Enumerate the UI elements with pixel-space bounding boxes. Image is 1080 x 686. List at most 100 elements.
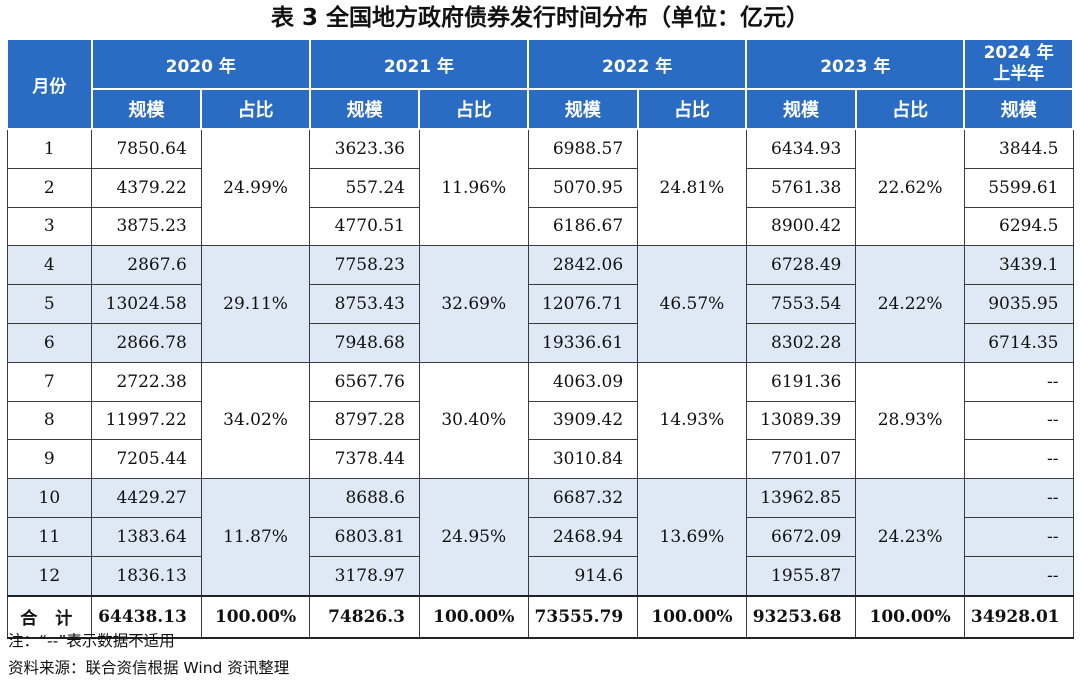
scale-2024-cell: 6714.35 <box>963 322 1074 363</box>
scale-2023-cell: 13962.85 <box>745 478 857 518</box>
table-row: 5 13024.58 8753.43 12076.71 7553.54 9035.95 <box>6 284 1074 324</box>
total-2020: 64438.13 <box>91 594 202 639</box>
table-row: 6 2866.78 7948.68 19336.61 8302.28 6714.35 <box>6 322 1074 363</box>
header-2024-line2: 上半年 <box>993 64 1045 84</box>
scale-2022-cell: 6687.32 <box>527 478 639 518</box>
scale-2023-cell: 6434.93 <box>745 128 857 169</box>
scale-2020-cell: 4379.22 <box>91 167 202 208</box>
scale-2024-cell: -- <box>963 478 1074 518</box>
header-year-2021: 2021 年 <box>308 38 530 90</box>
share-2021-cell: 32.69% <box>418 245 529 363</box>
scale-2021-cell: 8753.43 <box>309 284 420 324</box>
month-cell: 1 <box>6 128 93 169</box>
scale-2021-cell: 557.24 <box>309 167 420 208</box>
scale-2023-cell: 8900.42 <box>745 206 857 247</box>
month-cell: 8 <box>6 400 93 441</box>
scale-2024-cell: -- <box>963 516 1074 557</box>
header-scale: 规模 <box>963 88 1074 130</box>
month-cell: 4 <box>6 245 93 286</box>
scale-2021-cell: 3623.36 <box>309 128 420 169</box>
scale-2022-cell: 2468.94 <box>527 516 639 557</box>
share-2022-cell: 24.81% <box>637 128 747 247</box>
scale-2023-cell: 6191.36 <box>745 361 857 402</box>
scale-2024-cell: 3439.1 <box>963 245 1074 286</box>
scale-2022-cell: 2842.06 <box>527 245 639 286</box>
scale-2022-cell: 5070.95 <box>527 167 639 208</box>
scale-2022-cell: 3010.84 <box>527 439 639 480</box>
scale-2023-cell: 5761.38 <box>745 167 857 208</box>
scale-2020-cell: 7850.64 <box>91 128 202 169</box>
header-share: 占比 <box>854 88 966 130</box>
scale-2020-cell: 1383.64 <box>91 516 202 557</box>
scale-2020-cell: 11997.22 <box>91 400 202 441</box>
month-cell: 10 <box>6 478 93 518</box>
scale-2022-cell: 6186.67 <box>527 206 639 247</box>
table-row: 7 2722.38 34.02% 6567.76 30.40% 4063.09 14.93%… <box>6 361 1074 480</box>
header-scale: 规模 <box>90 88 203 130</box>
header-share: 占比 <box>636 88 748 130</box>
total-2024: 34928.01 <box>963 594 1074 639</box>
month-cell: 7 <box>6 361 93 402</box>
month-cell: 5 <box>6 284 93 324</box>
table-row: 4 2867.6 29.11% 7758.23 32.69% 2842.06 46.57% 6… <box>6 245 1074 363</box>
share-2020-cell: 29.11% <box>200 245 311 363</box>
total-share-2022: 100.00% <box>637 594 747 639</box>
table-row: 3 3875.23 4770.51 6186.67 8900.42 6294.5 <box>6 206 1074 247</box>
note-text: 注：“--”表示数据不适用 <box>8 632 175 650</box>
header-year-2020: 2020 年 <box>90 38 311 90</box>
header-year-2022: 2022 年 <box>527 38 748 90</box>
month-cell: 11 <box>6 516 93 557</box>
share-2022-cell: 46.57% <box>637 245 747 363</box>
total-2021: 74826.3 <box>309 594 420 639</box>
total-row: 合 计 64438.13 100.00% 74826.3 100.00% 735… <box>6 594 1074 639</box>
month-cell: 6 <box>6 322 93 363</box>
scale-2020-cell: 13024.58 <box>91 284 202 324</box>
month-cell: 3 <box>6 206 93 247</box>
month-cell: 12 <box>6 555 93 597</box>
month-cell: 2 <box>6 167 93 208</box>
share-2022-cell: 14.93% <box>637 361 747 480</box>
scale-2024-cell: -- <box>963 555 1074 597</box>
table-row: 12 1836.13 3178.97 914.6 1955.87 -- <box>6 555 1074 597</box>
scale-2024-cell: -- <box>963 400 1074 441</box>
share-2021-cell: 24.95% <box>418 478 529 597</box>
total-label: 合 计 <box>6 594 93 639</box>
table-row: 11 1383.64 6803.81 2468.94 6672.09 -- <box>6 516 1074 557</box>
scale-2021-cell: 4770.51 <box>309 206 420 247</box>
total-share-2023: 100.00% <box>855 594 965 639</box>
share-2023-cell: 22.62% <box>855 128 965 247</box>
scale-2024-cell: -- <box>963 361 1074 402</box>
scale-2024-cell: 6294.5 <box>963 206 1074 247</box>
table-title: 表 3 全国地方政府债券发行时间分布（单位：亿元） <box>270 5 810 31</box>
header-year-2024: 2024 年 上半年 <box>963 38 1074 90</box>
share-2020-cell: 34.02% <box>200 361 311 480</box>
scale-2024-cell: 5599.61 <box>963 167 1074 208</box>
scale-2021-cell: 7378.44 <box>309 439 420 480</box>
header-2024-line1: 2024 年 <box>983 43 1054 63</box>
header-share: 占比 <box>200 88 311 130</box>
scale-2023-cell: 13089.39 <box>745 400 857 441</box>
header-scale: 规模 <box>745 88 857 130</box>
scale-2020-cell: 4429.27 <box>91 478 202 518</box>
scale-2022-cell: 12076.71 <box>527 284 639 324</box>
scale-2021-cell: 6803.81 <box>309 516 420 557</box>
share-2022-cell: 13.69% <box>637 478 747 597</box>
header-scale: 规模 <box>527 88 639 130</box>
share-2021-cell: 11.96% <box>418 128 529 247</box>
header-year-2023: 2023 年 <box>745 38 966 90</box>
table-row: 9 7205.44 7378.44 3010.84 7701.07 -- <box>6 439 1074 480</box>
scale-2022-cell: 6988.57 <box>527 128 639 169</box>
scale-2020-cell: 1836.13 <box>91 555 202 597</box>
table-row: 2 4379.22 557.24 5070.95 5761.38 5599.61 <box>6 167 1074 208</box>
scale-2024-cell: 9035.95 <box>963 284 1074 324</box>
scale-2022-cell: 4063.09 <box>527 361 639 402</box>
scale-2020-cell: 2722.38 <box>91 361 202 402</box>
scale-2020-cell: 7205.44 <box>91 439 202 480</box>
total-2022: 73555.79 <box>527 594 639 639</box>
share-2023-cell: 28.93% <box>855 361 965 480</box>
scale-2020-cell: 3875.23 <box>91 206 202 247</box>
table-row: 8 11997.22 8797.28 3909.42 13089.39 -- <box>6 400 1074 441</box>
scale-2021-cell: 3178.97 <box>309 555 420 597</box>
table-row: 1 7850.64 24.99% 3623.36 11.96% 6988.57 24.81%… <box>6 128 1074 247</box>
scale-2021-cell: 6567.76 <box>309 361 420 402</box>
